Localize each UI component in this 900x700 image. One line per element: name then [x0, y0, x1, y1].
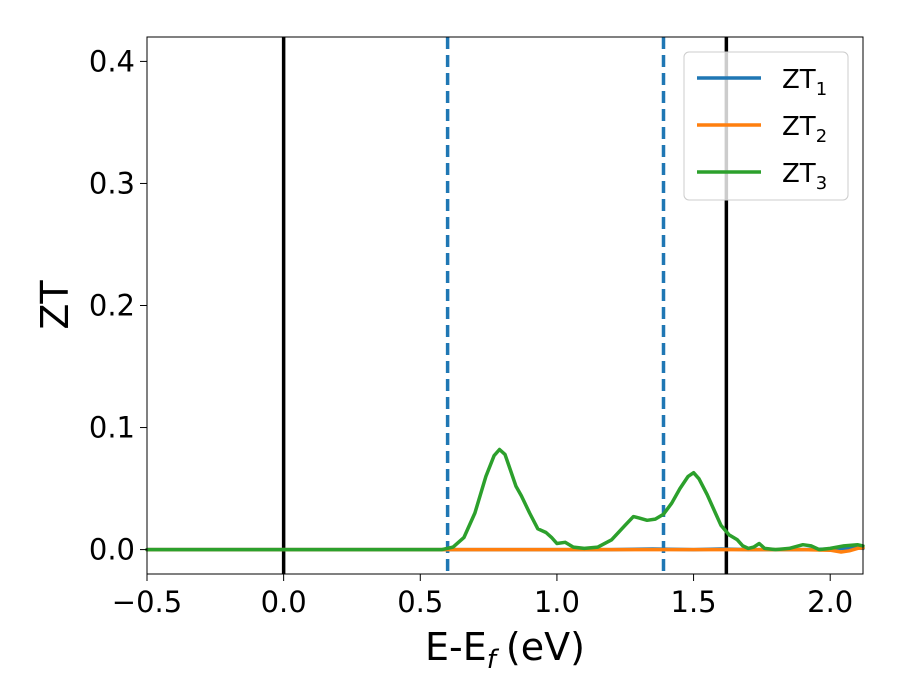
x-tick-label: 2.0 — [807, 585, 853, 619]
x-tick-label: 0.0 — [261, 585, 307, 619]
series-line-3 — [145, 447, 865, 552]
x-axis-title-unit: (eV) — [506, 625, 585, 669]
x-axis-title: E-Ef (eV) — [425, 625, 585, 675]
legend-entry-2: ZT2 — [782, 112, 827, 147]
series-lines — [145, 447, 865, 554]
y-tick-label: 0.2 — [89, 289, 135, 323]
y-axis: 0.0 0.1 0.2 0.3 0.4 — [89, 44, 147, 567]
y-tick-label: 0.4 — [89, 44, 135, 78]
x-tick-label: 1.5 — [671, 585, 717, 619]
x-tick-label: −0.5 — [112, 585, 182, 619]
legend: ZT1 ZT2 ZT3 — [683, 51, 849, 201]
x-axis-title-subscript: f — [487, 645, 500, 675]
y-tick-label: 0.1 — [89, 411, 135, 445]
x-tick-label: 1.0 — [534, 585, 580, 619]
y-tick-label: 0.0 — [89, 533, 135, 567]
legend-entry-3: ZT3 — [782, 159, 827, 194]
x-axis: −0.5 0.0 0.5 1.0 1.5 2.0 — [112, 574, 853, 619]
legend-entry-1: ZT1 — [782, 65, 827, 100]
y-axis-title: ZT — [33, 280, 77, 330]
y-tick-label: 0.3 — [89, 166, 135, 200]
legend-box — [683, 51, 849, 201]
x-tick-label: 0.5 — [397, 585, 443, 619]
x-axis-title-main: E-E — [425, 625, 487, 669]
